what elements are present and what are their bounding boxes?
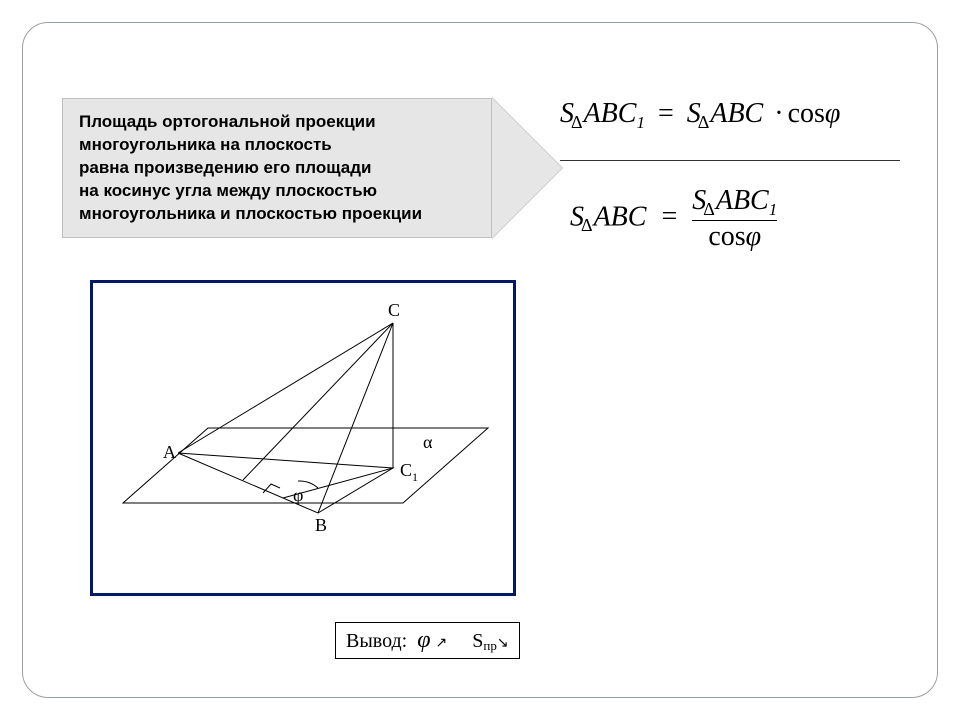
f2-den-cos: cos bbox=[708, 221, 745, 252]
triangle-abc1 bbox=[178, 453, 393, 513]
f2-abc: ABC bbox=[594, 201, 647, 232]
diagram-frame: A B C C1 α φ bbox=[90, 280, 516, 596]
conclusion-s-sub: пр bbox=[483, 638, 496, 653]
theorem-line-1: Площадь ортогональной проекции bbox=[79, 111, 475, 134]
conclusion-s: S bbox=[472, 630, 483, 652]
f2-eq: = bbox=[661, 201, 677, 232]
f2-num-abc: ABC bbox=[716, 185, 769, 216]
f2-num-tri: Δ bbox=[703, 199, 715, 219]
f1-tri: Δ bbox=[571, 112, 583, 132]
f2-tri: Δ bbox=[581, 215, 593, 235]
f2-num-sub: 1 bbox=[769, 200, 778, 219]
conclusion-box: Вывод: φ ↗ Sпр↘ bbox=[335, 622, 520, 659]
arrow-up-icon: ↗ bbox=[436, 635, 448, 652]
theorem-box: Площадь ортогональной проекции многоугол… bbox=[62, 98, 492, 238]
formula-inverse: SΔABC = SΔABC1 cosφ bbox=[570, 185, 777, 253]
theorem-arrow bbox=[492, 98, 562, 238]
arrow-down-icon: ↘ bbox=[497, 635, 509, 652]
theorem-line-5: многоугольника и плоскостью проекции bbox=[79, 203, 475, 226]
f1-abc: ABC bbox=[584, 98, 637, 129]
f2-num: SΔABC1 bbox=[692, 185, 777, 220]
edge-bc bbox=[318, 323, 393, 513]
theorem-line-3: равна произведению его площади bbox=[79, 157, 475, 180]
conclusion-phi: φ bbox=[417, 627, 430, 653]
f2-den-phi: φ bbox=[746, 221, 762, 252]
label-c1: C1 bbox=[400, 460, 418, 484]
f1-dot: · bbox=[774, 98, 783, 129]
diagram-svg: A B C C1 α φ bbox=[93, 283, 513, 593]
label-b: B bbox=[315, 515, 327, 535]
label-a: A bbox=[163, 442, 176, 462]
aux-line-1 bbox=[243, 323, 393, 480]
f2-fraction: SΔABC1 cosφ bbox=[692, 185, 777, 253]
f1-abc2: ABC bbox=[710, 98, 763, 129]
label-alpha: α bbox=[423, 432, 433, 452]
formula-divider bbox=[560, 160, 900, 161]
conclusion-label: Вывод: bbox=[346, 630, 407, 652]
f1-phi: φ bbox=[825, 98, 841, 129]
slide: Площадь ортогональной проекции многоугол… bbox=[0, 0, 960, 720]
f1-eq: = bbox=[658, 98, 674, 129]
f1-tri2: Δ bbox=[698, 112, 710, 132]
label-phi: φ bbox=[293, 485, 303, 505]
formula-projection: SΔABC1 = SΔABC ·cosφ bbox=[560, 98, 840, 133]
f2-den: cosφ bbox=[692, 220, 777, 253]
f1-sub: 1 bbox=[636, 113, 645, 132]
theorem-line-4: на косинус угла между плоскостью bbox=[79, 180, 475, 203]
theorem-line-2: многоугольника на плоскость bbox=[79, 134, 475, 157]
label-c: C bbox=[388, 300, 400, 320]
f1-cos: cos bbox=[788, 98, 825, 129]
edge-ac bbox=[178, 323, 393, 453]
right-angle-marker bbox=[263, 484, 280, 493]
